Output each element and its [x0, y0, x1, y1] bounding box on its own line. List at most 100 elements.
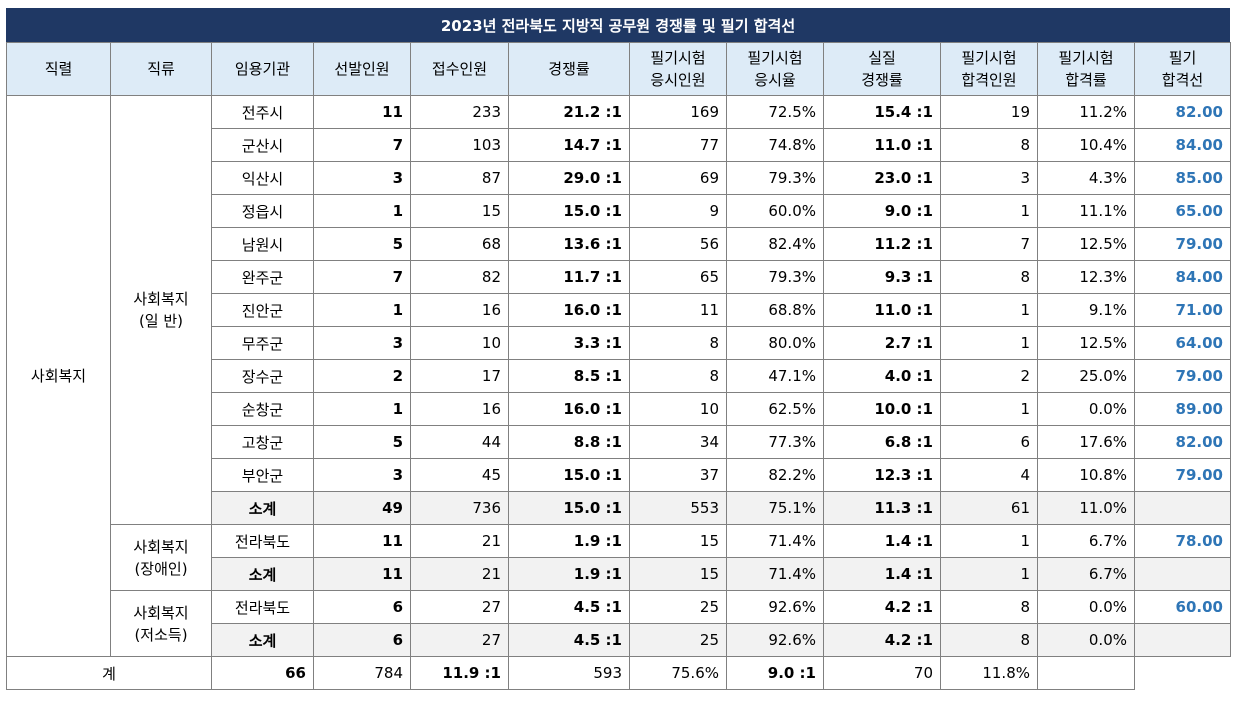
column-header: 필기시험 응시인원 — [629, 42, 727, 96]
cutoff-score-cell: 85.00 — [1134, 161, 1231, 195]
table-row: 고창군 5 44 8.8 :1 34 77.3% 6.8 :1 6 17.6% 82.00 — [7, 425, 1231, 459]
selected-cell: 3 — [313, 326, 411, 360]
agency-cell: 전주시 — [211, 95, 314, 129]
attendance-rate-cell: 80.0% — [726, 326, 824, 360]
table-row: 장수군 2 17 8.5 :1 8 47.1% 4.0 :1 2 25.0% 79.00 — [7, 359, 1231, 393]
column-header-label: 경쟁률 — [861, 71, 903, 89]
competition-cell: 4.5 :1 — [508, 590, 630, 624]
pass-rate-cell: 10.8% — [1037, 458, 1135, 492]
competition-cell: 15.0 :1 — [508, 491, 630, 525]
attendance-rate-cell: 79.3% — [726, 161, 824, 195]
column-header-label: 임용기관 — [234, 60, 291, 78]
passed-cell: 7 — [940, 227, 1038, 261]
column-header-label: 직렬 — [44, 60, 73, 78]
agency-cell: 고창군 — [211, 425, 314, 459]
competition-cell: 15.0 :1 — [508, 458, 630, 492]
passed-cell: 8 — [940, 623, 1038, 657]
selected-cell: 7 — [313, 260, 411, 294]
real-competition-cell: 23.0 :1 — [823, 161, 941, 195]
examinees-cell: 25 — [629, 590, 727, 624]
passed-cell: 19 — [940, 95, 1038, 129]
examinees-cell: 34 — [629, 425, 727, 459]
pass-rate-cell: 11.1% — [1037, 194, 1135, 228]
examinees-cell: 553 — [629, 491, 727, 525]
column-header: 직렬 — [6, 42, 111, 96]
cutoff-score-cell: 84.00 — [1134, 260, 1231, 294]
attendance-rate-cell: 77.3% — [726, 425, 824, 459]
agency-cell: 순창군 — [211, 392, 314, 426]
examinees-cell: 10 — [629, 392, 727, 426]
real-competition-cell: 11.0 :1 — [823, 293, 941, 327]
agency-cell: 장수군 — [211, 359, 314, 393]
column-header-label: 접수인원 — [431, 60, 488, 78]
attendance-rate-cell: 72.5% — [726, 95, 824, 129]
real-competition-cell: 2.7 :1 — [823, 326, 941, 360]
competition-cell: 1.9 :1 — [508, 557, 630, 591]
column-header: 필기시험 응시율 — [726, 42, 824, 96]
real-competition-cell: 9.3 :1 — [823, 260, 941, 294]
attendance-rate-cell: 47.1% — [726, 359, 824, 393]
selected-cell: 7 — [313, 128, 411, 162]
agency-cell: 익산시 — [211, 161, 314, 195]
applicants-cell: 44 — [410, 425, 509, 459]
examinees-cell: 169 — [629, 95, 727, 129]
applicants-cell: 87 — [410, 161, 509, 195]
total-label: 계 — [6, 656, 212, 690]
attendance-rate-cell: 60.0% — [726, 194, 824, 228]
attendance-rate-cell: 82.2% — [726, 458, 824, 492]
pass-rate-cell: 12.3% — [1037, 260, 1135, 294]
passed-cell: 1 — [940, 326, 1038, 360]
pass-rate-cell: 0.0% — [1037, 392, 1135, 426]
column-header-label: 필기시험 — [650, 49, 706, 67]
real-competition-cell: 9.0 :1 — [726, 656, 824, 690]
attendance-rate-cell: 62.5% — [726, 392, 824, 426]
applicants-cell: 45 — [410, 458, 509, 492]
selected-cell: 11 — [313, 557, 411, 591]
applicants-cell: 10 — [410, 326, 509, 360]
applicants-cell: 784 — [313, 656, 411, 690]
competition-cell: 21.2 :1 — [508, 95, 630, 129]
real-competition-cell: 4.2 :1 — [823, 623, 941, 657]
column-header: 직류 — [110, 42, 212, 96]
passed-cell: 1 — [940, 293, 1038, 327]
cutoff-score-cell: 64.00 — [1134, 326, 1231, 360]
competition-cell: 16.0 :1 — [508, 392, 630, 426]
category-cell: 사회복지 (저소득) — [110, 590, 212, 657]
real-competition-cell: 11.3 :1 — [823, 491, 941, 525]
pass-rate-cell: 6.7% — [1037, 524, 1135, 558]
column-header: 필기시험 합격률 — [1037, 42, 1135, 96]
pass-rate-cell: 4.3% — [1037, 161, 1135, 195]
table-row: 사회복지 (저소득) 전라북도 6 27 4.5 :1 25 92.6% 4.2 :1 8 0.0%… — [7, 590, 1231, 657]
category-cell: 사회복지 (장애인) — [110, 524, 212, 591]
cutoff-score-cell: 84.00 — [1134, 128, 1231, 162]
cutoff-score-cell: 79.00 — [1134, 359, 1231, 393]
agency-cell: 완주군 — [211, 260, 314, 294]
real-competition-cell: 11.0 :1 — [823, 128, 941, 162]
passed-cell: 4 — [940, 458, 1038, 492]
selected-cell: 1 — [313, 392, 411, 426]
examinees-cell: 15 — [629, 557, 727, 591]
passed-cell: 1 — [940, 557, 1038, 591]
pass-rate-cell: 9.1% — [1037, 293, 1135, 327]
applicants-cell: 27 — [410, 623, 509, 657]
results-table-container: 2023년 전라북도 지방직 공무원 경쟁률 및 필기 합격선 직렬 직류 임용기관… — [6, 8, 1231, 690]
column-header-label: 선발인원 — [334, 60, 390, 78]
competition-cell: 3.3 :1 — [508, 326, 630, 360]
cutoff-score-cell: 82.00 — [1134, 425, 1231, 459]
cutoff-score-cell — [1134, 557, 1231, 591]
real-competition-cell: 4.2 :1 — [823, 590, 941, 624]
applicants-cell: 27 — [410, 590, 509, 624]
pass-rate-cell: 0.0% — [1037, 623, 1135, 657]
passed-cell: 1 — [940, 194, 1038, 228]
real-competition-cell: 4.0 :1 — [823, 359, 941, 393]
examinees-cell: 593 — [508, 656, 630, 690]
column-header: 실질 경쟁률 — [823, 42, 941, 96]
table-row: 익산시 3 87 29.0 :1 69 79.3% 23.0 :1 3 4.3% 85.00 — [7, 161, 1231, 195]
table-row: 부안군 3 45 15.0 :1 37 82.2% 12.3 :1 4 10.8% 79.00 — [7, 458, 1231, 492]
category-label: 사회복지 — [133, 537, 189, 556]
pass-rate-cell: 6.7% — [1037, 557, 1135, 591]
examinees-cell: 37 — [629, 458, 727, 492]
pass-rate-cell: 17.6% — [1037, 425, 1135, 459]
column-header-label: 필기 — [1168, 49, 1197, 67]
column-header: 필기 합격선 — [1134, 42, 1231, 96]
